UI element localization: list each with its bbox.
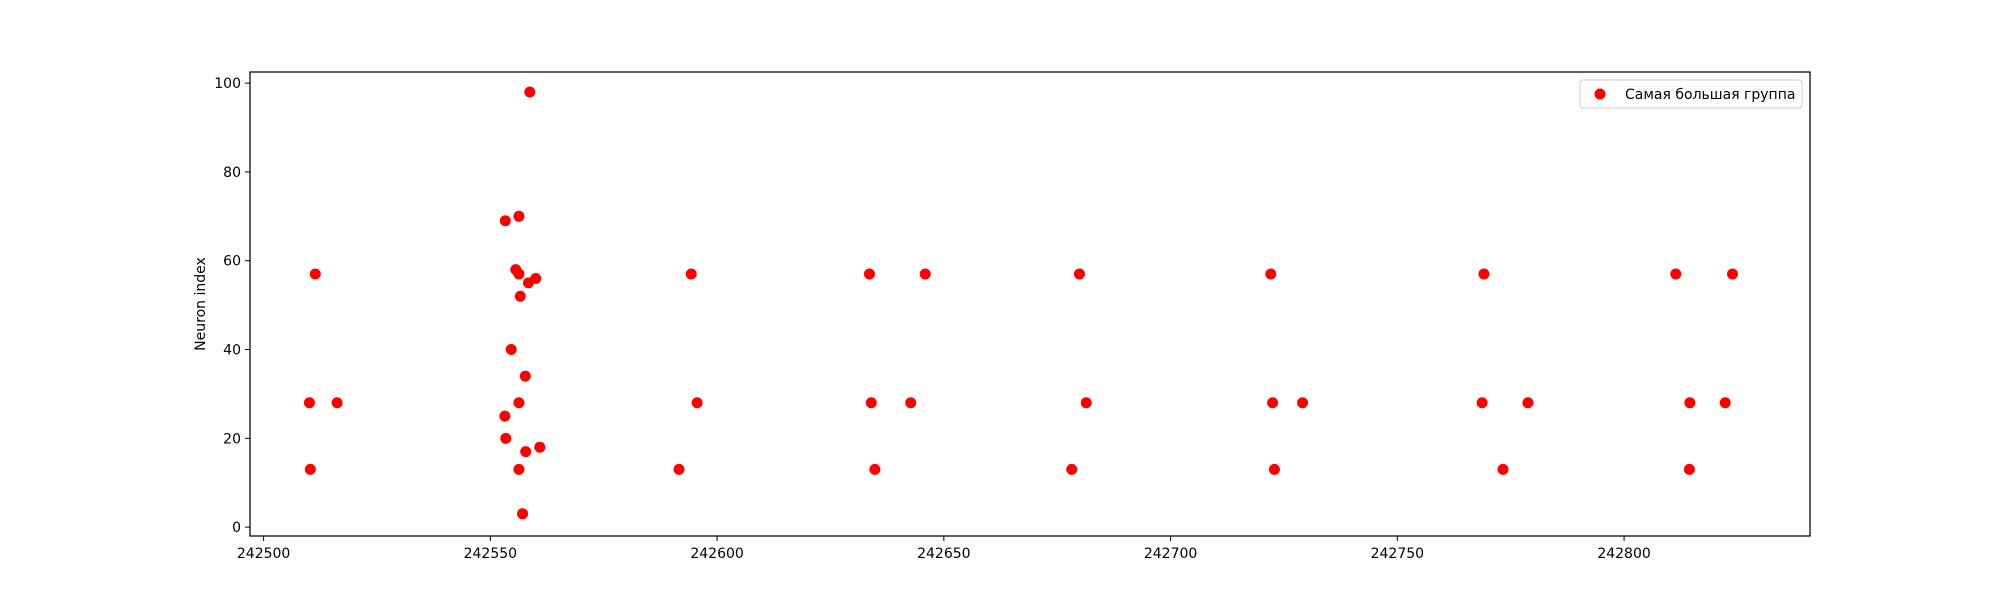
x-tick-label: 242650: [917, 546, 970, 562]
data-point: [1684, 397, 1696, 409]
legend-marker: [1594, 88, 1606, 100]
y-tick-label: 100: [214, 76, 241, 92]
data-point: [499, 410, 511, 422]
data-point: [534, 441, 546, 453]
data-point: [524, 86, 536, 98]
y-tick-label: 20: [223, 431, 241, 447]
x-tick-label: 242800: [1597, 546, 1650, 562]
data-point: [304, 463, 316, 475]
data-points: [303, 86, 1738, 520]
data-point: [691, 397, 703, 409]
data-point: [1719, 397, 1731, 409]
x-tick-label: 242500: [237, 546, 290, 562]
legend-label: Самая большая группа: [1625, 87, 1795, 103]
data-point: [1522, 397, 1534, 409]
legend-box: [1579, 79, 1803, 109]
y-axis-label: Neuron index: [193, 257, 209, 351]
data-point: [519, 370, 531, 382]
data-point: [869, 463, 881, 475]
data-point: [514, 290, 526, 302]
data-point: [513, 268, 525, 280]
data-point: [863, 268, 875, 280]
data-point: [1066, 463, 1078, 475]
x-tick-label: 242600: [690, 546, 743, 562]
data-point: [331, 397, 343, 409]
data-point: [1478, 268, 1490, 280]
data-point: [905, 397, 917, 409]
x-tick-label: 242700: [1144, 546, 1197, 562]
data-point: [1497, 463, 1509, 475]
y-tick-label: 60: [223, 254, 241, 270]
data-point: [1476, 397, 1488, 409]
data-point: [513, 210, 525, 222]
data-point: [513, 397, 525, 409]
x-tick-label: 242750: [1371, 546, 1424, 562]
data-point: [500, 432, 512, 444]
data-point: [309, 268, 321, 280]
data-point: [520, 446, 532, 458]
data-point: [517, 508, 529, 520]
y-tick-label: 40: [223, 343, 241, 359]
data-point: [865, 397, 877, 409]
x-tick-label: 242550: [464, 546, 517, 562]
axis-ticks: 242500 242550 242600 242650 242700 242750 2428…: [214, 76, 1651, 562]
data-point: [685, 268, 697, 280]
data-point: [303, 397, 315, 409]
data-point: [673, 463, 685, 475]
data-point: [513, 463, 525, 475]
data-point: [505, 344, 517, 356]
data-point: [1268, 463, 1280, 475]
data-point: [1265, 268, 1277, 280]
data-point: [530, 272, 542, 284]
data-point: [1073, 268, 1085, 280]
data-point: [1297, 397, 1309, 409]
legend: Самая большая группа: [1579, 79, 1803, 109]
y-tick-label: 0: [232, 520, 241, 536]
data-point: [1683, 463, 1695, 475]
data-point: [1080, 397, 1092, 409]
data-point: [1670, 268, 1682, 280]
data-point: [1267, 397, 1279, 409]
plot-area-frame: [249, 71, 1811, 537]
y-tick-label: 80: [223, 165, 241, 181]
data-point: [1726, 268, 1738, 280]
data-point: [919, 268, 931, 280]
data-point: [499, 215, 511, 227]
